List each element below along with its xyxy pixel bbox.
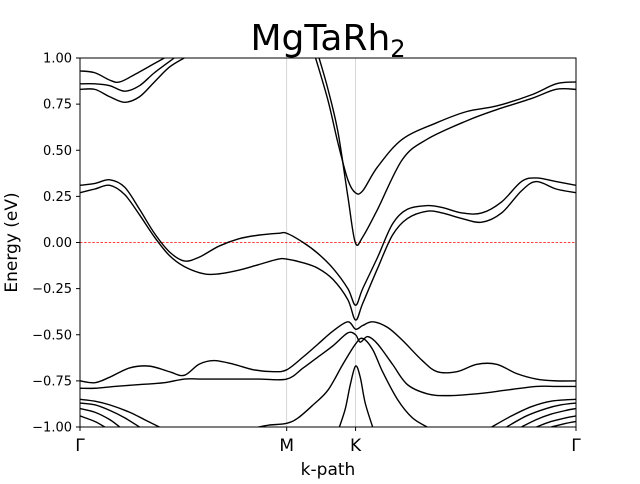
- y-tick-label: 0.25: [43, 190, 72, 205]
- band-12: [80, 398, 161, 427]
- band-11: [338, 365, 374, 427]
- x-tick-label: K: [350, 436, 362, 456]
- y-axis-ticks: −1.00 −0.75 −0.50 −0.25 0.00 0.25 0.50 0.75 1.00: [32, 52, 80, 436]
- band-6: [318, 58, 576, 246]
- y-tick-label: −0.75: [32, 374, 72, 389]
- high-symmetry-lines: [286, 58, 356, 427]
- band-17: [505, 402, 576, 427]
- x-tick-label: Γ: [571, 436, 581, 456]
- band-14: [80, 407, 121, 427]
- band-19: [535, 415, 576, 427]
- x-tick-label: M: [279, 436, 294, 456]
- band-3: [80, 58, 166, 84]
- chart-title-subscript: 2: [390, 35, 405, 63]
- band-20: [550, 420, 576, 427]
- y-tick-label: 0.75: [43, 98, 72, 113]
- y-tick-label: 0.50: [43, 144, 72, 159]
- band-2: [80, 58, 175, 92]
- y-tick-label: 1.00: [43, 52, 72, 67]
- x-axis-label: k-path: [301, 460, 356, 480]
- band-10: [257, 337, 428, 427]
- y-axis-label: Energy (eV): [2, 192, 22, 292]
- x-tick-label: Γ: [75, 436, 85, 456]
- y-tick-label: 0.00: [43, 236, 72, 251]
- y-tick-label: −1.00: [32, 421, 72, 436]
- band-5: [80, 177, 576, 306]
- chart-title-main: MgTaRh: [250, 18, 390, 59]
- band-8: [80, 321, 576, 384]
- band-13: [80, 402, 141, 427]
- band-16: [490, 398, 576, 427]
- band-9: [80, 331, 576, 397]
- chart-title: MgTaRh2: [250, 18, 405, 63]
- band-4: [80, 180, 576, 321]
- band-lines: [80, 58, 576, 427]
- band-15: [80, 415, 106, 427]
- y-tick-label: −0.25: [32, 282, 72, 297]
- y-tick-label: −0.50: [32, 328, 72, 343]
- band-1: [80, 58, 185, 103]
- band-18: [520, 407, 576, 427]
- band-7: [314, 58, 576, 195]
